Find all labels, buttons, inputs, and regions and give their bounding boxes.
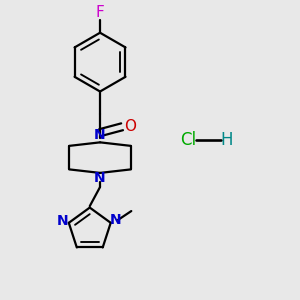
- Text: Cl: Cl: [180, 131, 196, 149]
- Text: N: N: [94, 128, 106, 142]
- Text: O: O: [124, 119, 136, 134]
- Text: N: N: [110, 214, 122, 227]
- Text: H: H: [220, 131, 233, 149]
- Text: N: N: [94, 171, 106, 184]
- Text: N: N: [56, 214, 68, 228]
- Text: F: F: [96, 5, 104, 20]
